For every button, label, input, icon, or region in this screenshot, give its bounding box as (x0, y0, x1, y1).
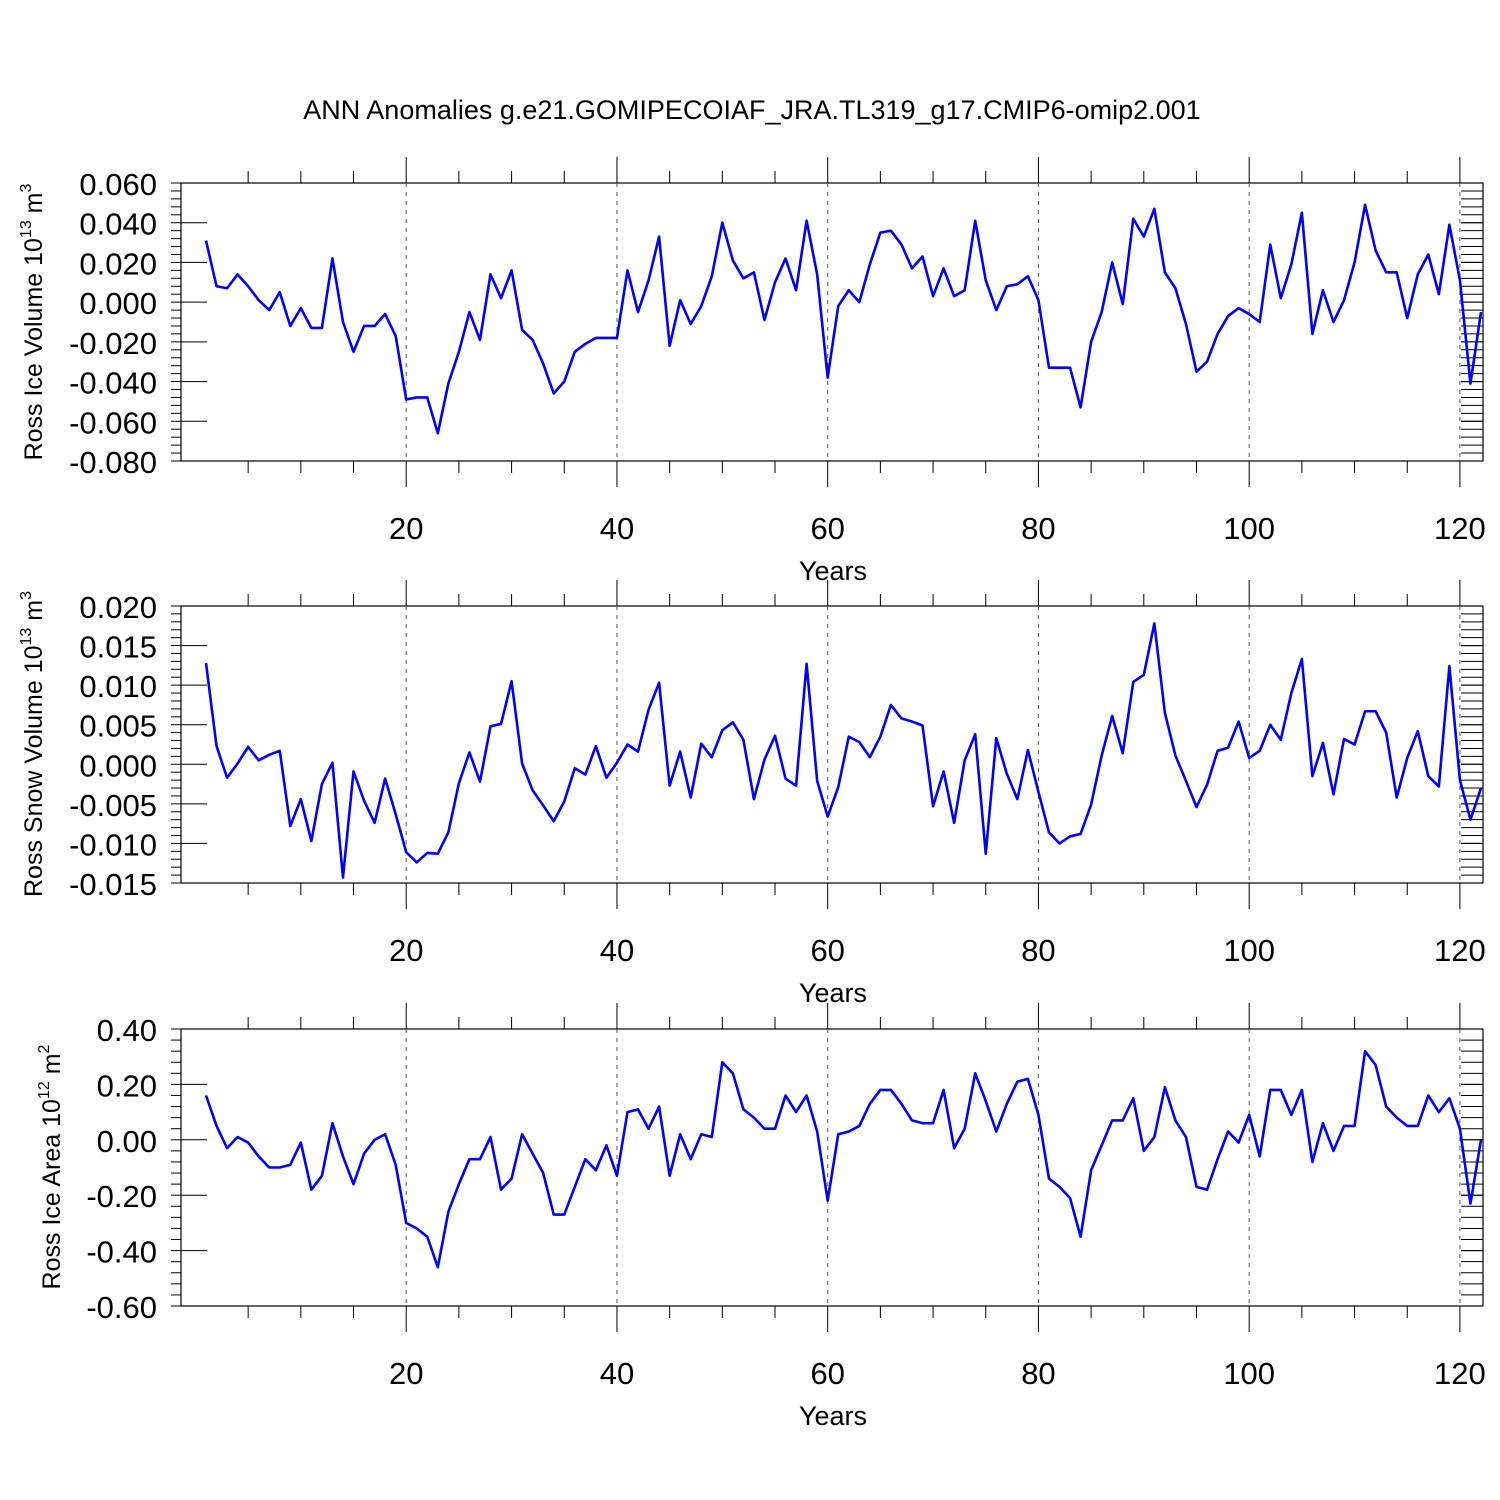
x-tick-label: 100 (1223, 511, 1275, 546)
y-axis-label-unit-exponent: 2 (36, 1044, 53, 1053)
series-line-0 (204, 203, 1483, 435)
y-tick-label: 0.000 (79, 748, 157, 783)
chart-panel-ross-ice-volume: 20 40 60 80 100 120 0.060 0.040 0.020 0.000 -0.020… (18, 157, 1486, 586)
y-tick-label: -0.060 (69, 405, 157, 440)
x-tick-label: 80 (1021, 933, 1055, 968)
y-tick-label: -0.020 (69, 326, 157, 361)
x-tick-label: 100 (1223, 933, 1275, 968)
y-tick-label: -0.40 (86, 1235, 157, 1270)
x-tick-label: 40 (600, 1356, 634, 1391)
y-axis-label-unit-exponent: 3 (18, 183, 35, 192)
chart-panel-ross-ice-area: 20 40 60 80 100 120 0.40 0.20 0.00 -0.20 -0.40 -0.6… (36, 1003, 1486, 1431)
y-tick-label: -0.015 (69, 867, 157, 902)
chart-panel-ross-snow-volume: 20 40 60 80 100 120 0.020 0.015 0.010 0.005 0.000 -… (18, 580, 1486, 1008)
x-tick-label: 120 (1434, 511, 1486, 546)
y-tick-label: 0.005 (79, 709, 157, 744)
y-tick-label: -0.20 (86, 1179, 157, 1214)
plot-frame (180, 182, 1484, 462)
y-tick-label: 0.000 (79, 286, 157, 321)
y-tick-label: 0.20 (97, 1068, 157, 1103)
plot-frame (180, 605, 1484, 884)
x-tick-label: 120 (1434, 933, 1486, 968)
x-tick-label: 60 (810, 1356, 844, 1391)
y-axis-label-main: Ross Snow Volume 10 (20, 645, 48, 897)
x-tick-label: 20 (389, 511, 423, 546)
x-tick-label: 60 (810, 511, 844, 546)
x-tick-label: 80 (1021, 1356, 1055, 1391)
y-axis-label: Ross Ice Volume 1013 m3 (18, 183, 48, 460)
x-tick-label: 40 (600, 933, 634, 968)
panels: 20 40 60 80 100 120 0.060 0.040 0.020 0.000 -0.020… (18, 157, 1486, 1431)
y-tick-label: 0.015 (79, 630, 157, 665)
series-line-0 (204, 622, 1483, 879)
x-tick-label: 100 (1223, 1356, 1275, 1391)
y-axis-label: Ross Ice Area 1012 m2 (36, 1044, 66, 1289)
y-axis-label-unit: m (20, 192, 48, 220)
y-axis-label-unit-exponent: 3 (18, 591, 35, 600)
y-tick-label: 0.040 (79, 207, 157, 242)
x-tick-label: 20 (389, 933, 423, 968)
y-tick-label: -0.005 (69, 788, 157, 823)
y-tick-label: 0.010 (79, 669, 157, 704)
y-axis-label-exponent: 13 (18, 628, 35, 646)
figure-title: ANN Anomalies g.e21.GOMIPECOIAF_JRA.TL31… (303, 95, 1200, 125)
y-tick-label: 0.40 (97, 1013, 157, 1048)
y-tick-label: 0.020 (79, 590, 157, 625)
y-axis-label-exponent: 13 (18, 220, 35, 238)
x-tick-label: 40 (600, 511, 634, 546)
y-tick-label: 0.060 (79, 167, 157, 202)
y-tick-label: 0.020 (79, 246, 157, 281)
plot-frame (180, 1028, 1484, 1307)
x-axis-label: Years (799, 556, 867, 586)
x-tick-label: 60 (810, 933, 844, 968)
x-tick-label: 120 (1434, 1356, 1486, 1391)
y-tick-label: -0.080 (69, 445, 157, 480)
x-tick-label: 80 (1021, 511, 1055, 546)
y-tick-label: -0.010 (69, 827, 157, 862)
y-tick-label: -0.040 (69, 366, 157, 401)
y-axis-label-unit: m (38, 1053, 66, 1081)
x-axis-label: Years (799, 1401, 867, 1431)
y-axis-label-main: Ross Ice Volume 10 (20, 238, 48, 460)
x-tick-label: 20 (389, 1356, 423, 1391)
y-axis-label-unit: m (20, 600, 48, 628)
y-tick-label: 0.00 (97, 1124, 157, 1159)
y-axis-label-exponent: 12 (36, 1081, 53, 1099)
x-axis-label: Years (799, 978, 867, 1008)
y-tick-label: -0.60 (86, 1290, 157, 1325)
y-axis-label-main: Ross Ice Area 10 (38, 1099, 66, 1289)
series-line-0 (204, 1049, 1483, 1269)
y-axis-label: Ross Snow Volume 1013 m3 (18, 591, 48, 897)
